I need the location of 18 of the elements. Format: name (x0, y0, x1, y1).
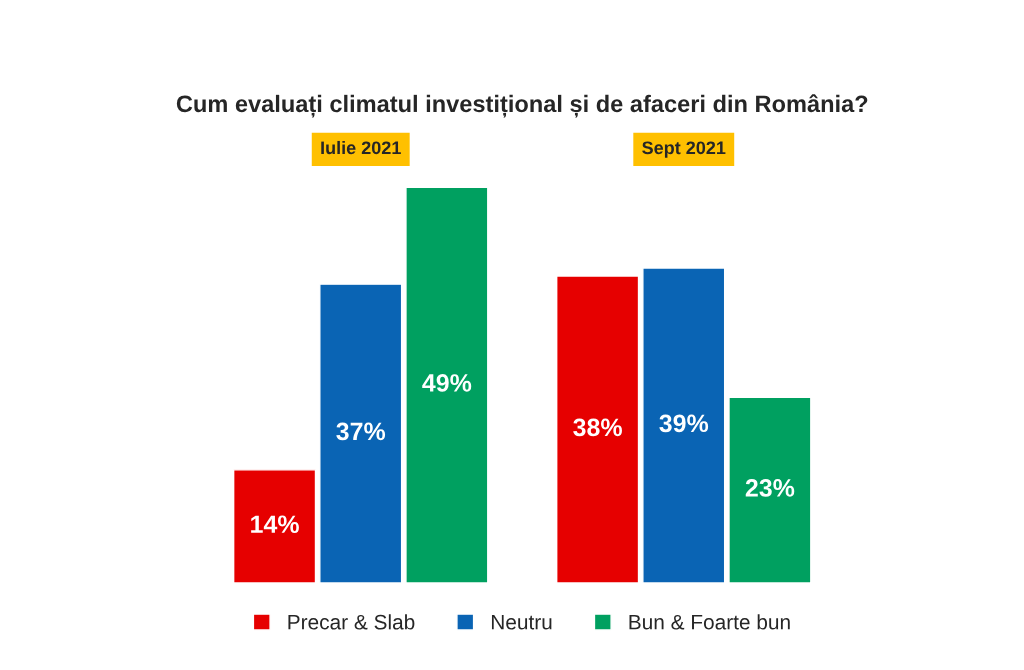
legend-label: Bun & Foarte bun (629, 614, 790, 630)
bar (642, 267, 726, 583)
bar (232, 469, 317, 583)
legend-label: Neutru (491, 614, 552, 630)
data-label: 39% (659, 414, 709, 433)
data-label: 14% (251, 515, 299, 534)
data-label: 38% (573, 418, 622, 437)
bar (556, 275, 640, 583)
bar (728, 396, 812, 583)
bar (319, 283, 403, 583)
chart-title: Cum evaluați climatul investițional și de afaceri din România? (176, 94, 868, 118)
data-label: 49% (422, 374, 472, 392)
bar (405, 186, 489, 583)
x-tick-label: Sept 2021 (642, 141, 726, 158)
x-tick-label: Iulie 2021 (321, 140, 401, 155)
data-label: 23% (745, 479, 795, 497)
legend-label: Precar & Slab (288, 614, 415, 630)
data-label: 37% (336, 422, 386, 441)
